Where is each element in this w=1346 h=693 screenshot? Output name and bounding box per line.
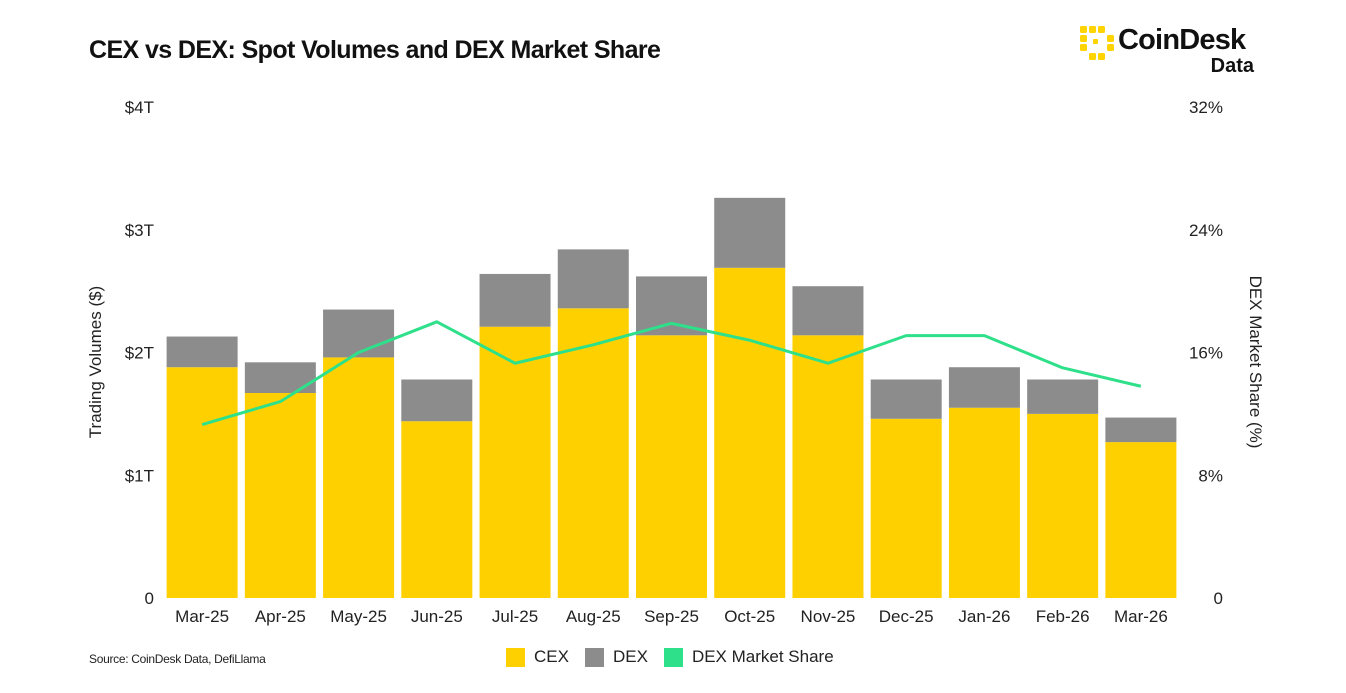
x-tick-label: Aug-25 bbox=[566, 607, 621, 626]
legend-swatch-share bbox=[663, 647, 683, 667]
legend-label-dex: DEX bbox=[612, 647, 648, 666]
line-series bbox=[201, 320, 1142, 427]
x-tick-label: Nov-25 bbox=[801, 607, 856, 626]
bar-dex bbox=[714, 197, 786, 268]
y-tick-label: 0 bbox=[145, 589, 154, 608]
bar-series bbox=[166, 197, 1177, 598]
y2-tick-label: 0 bbox=[1214, 589, 1223, 608]
bar-cex bbox=[1027, 413, 1099, 598]
x-tick-label: Sep-25 bbox=[644, 607, 699, 626]
y-tick-label: $3T bbox=[125, 221, 154, 240]
bar-cex bbox=[792, 335, 864, 598]
x-axis: Mar-25 Apr-25 May-25 Jun-25 Jul-25 Aug-25 Sep-… bbox=[175, 607, 1168, 626]
y-tick-label: $2T bbox=[125, 344, 154, 363]
x-tick-label: May-25 bbox=[330, 607, 387, 626]
y-tick-label: $4T bbox=[125, 98, 154, 117]
x-tick-label: Jun-25 bbox=[411, 607, 463, 626]
bar-cex bbox=[948, 407, 1020, 598]
source-note: Source: CoinDesk Data, DefiLlama bbox=[89, 652, 266, 666]
chart-title: CEX vs DEX: Spot Volumes and DEX Market … bbox=[89, 36, 661, 64]
bar-cex bbox=[1105, 442, 1177, 598]
y2-axis-label: DEX Market Share (%) bbox=[1246, 276, 1265, 449]
bar-cex bbox=[557, 308, 629, 598]
bar-dex bbox=[557, 249, 629, 309]
x-tick-label: Oct-25 bbox=[724, 607, 775, 626]
y2-tick-label: 32% bbox=[1189, 98, 1223, 117]
bar-cex bbox=[636, 335, 707, 598]
y2-tick-label: 16% bbox=[1189, 344, 1223, 363]
legend: CEX DEX DEX Market Share bbox=[506, 645, 850, 669]
legend-label-share: DEX Market Share bbox=[691, 647, 834, 666]
bar-dex bbox=[166, 336, 238, 368]
bar-dex bbox=[479, 273, 551, 327]
bar-cex bbox=[323, 357, 395, 598]
brand-logo: CoinDesk Data bbox=[1078, 24, 1268, 80]
bar-cex bbox=[479, 326, 551, 598]
x-tick-label: Apr-25 bbox=[255, 607, 306, 626]
legend-item-share: DEX Market Share bbox=[663, 647, 834, 667]
brand-name: CoinDesk bbox=[1118, 24, 1246, 56]
legend-label-cex: CEX bbox=[534, 647, 569, 666]
y-tick-label: $1T bbox=[125, 466, 154, 485]
y-axis-right: 0 8% 16% 24% 32% bbox=[1189, 98, 1223, 608]
brand-sub: Data bbox=[1210, 55, 1254, 77]
x-tick-label: Feb-26 bbox=[1036, 607, 1090, 626]
bar-cex bbox=[166, 367, 238, 598]
y-axis-left: 0 $1T $2T $3T $4T bbox=[125, 98, 154, 608]
bar-dex bbox=[870, 379, 942, 419]
x-tick-label: Jan-26 bbox=[958, 607, 1010, 626]
x-tick-label: Jul-25 bbox=[492, 607, 538, 626]
bar-cex bbox=[714, 267, 786, 598]
x-tick-label: Mar-25 bbox=[175, 607, 229, 626]
legend-swatch-cex bbox=[506, 647, 525, 667]
bar-dex bbox=[323, 309, 395, 358]
legend-item-cex: CEX bbox=[506, 647, 569, 667]
bar-dex bbox=[1105, 417, 1177, 443]
bar-dex bbox=[244, 362, 316, 394]
bar-dex bbox=[636, 276, 707, 336]
y2-tick-label: 8% bbox=[1198, 466, 1223, 485]
bar-dex bbox=[948, 367, 1020, 408]
bar-cex bbox=[244, 393, 316, 598]
coindesk-logo-icon bbox=[1080, 26, 1114, 60]
x-tick-label: Dec-25 bbox=[879, 607, 934, 626]
y2-tick-label: 24% bbox=[1189, 221, 1223, 240]
bar-dex bbox=[401, 379, 473, 422]
y-axis-label: Trading Volumes ($) bbox=[86, 286, 105, 438]
bar-cex bbox=[401, 421, 473, 598]
bar-dex bbox=[1027, 379, 1099, 414]
bar-cex bbox=[870, 418, 942, 598]
legend-swatch-dex bbox=[584, 647, 604, 667]
legend-item-dex: DEX bbox=[584, 647, 648, 667]
bar-dex bbox=[792, 286, 864, 336]
x-tick-label: Mar-26 bbox=[1114, 607, 1168, 626]
